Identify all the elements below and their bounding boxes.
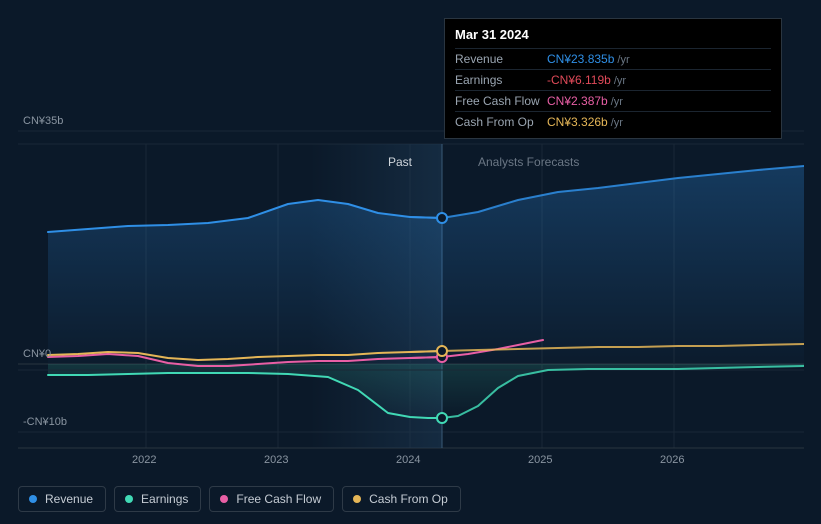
chart-legend: Revenue Earnings Free Cash Flow Cash From O… [18,486,461,512]
legend-item-revenue[interactable]: Revenue [18,486,106,512]
legend-swatch [220,495,228,503]
tooltip-label: Free Cash Flow [455,94,547,108]
tooltip-value: CN¥2.387b [547,94,608,108]
period-label-forecast: Analysts Forecasts [478,155,579,169]
tooltip-value: CN¥23.835b [547,52,614,66]
legend-label: Revenue [45,492,93,506]
tooltip-row-cash-from-op: Cash From OpCN¥3.326b/yr [455,111,771,132]
legend-item-fcf[interactable]: Free Cash Flow [209,486,334,512]
y-axis-label: CN¥0 [23,348,51,360]
legend-swatch [29,495,37,503]
tooltip-row-revenue: RevenueCN¥23.835b/yr [455,48,771,69]
tooltip-date: Mar 31 2024 [455,27,771,42]
tooltip-row-earnings: Earnings-CN¥6.119b/yr [455,69,771,90]
tooltip-row-free-cash-flow: Free Cash FlowCN¥2.387b/yr [455,90,771,111]
legend-label: Earnings [141,492,188,506]
tooltip-value: -CN¥6.119b [547,73,611,87]
x-axis-label: 2022 [132,454,156,466]
legend-swatch [125,495,133,503]
y-axis-label: -CN¥10b [23,416,67,428]
tooltip-suffix: /yr [611,96,623,108]
legend-label: Free Cash Flow [236,492,321,506]
x-axis-label: 2025 [528,454,552,466]
x-axis-label: 2023 [264,454,288,466]
legend-swatch [353,495,361,503]
legend-label: Cash From Op [369,492,448,506]
tooltip-suffix: /yr [611,117,623,129]
tooltip-suffix: /yr [614,75,626,87]
tooltip-suffix: /yr [617,54,629,66]
chart-tooltip: Mar 31 2024 RevenueCN¥23.835b/yrEarnings… [444,18,782,139]
tooltip-label: Earnings [455,73,547,87]
legend-item-earnings[interactable]: Earnings [114,486,201,512]
legend-item-cfo[interactable]: Cash From Op [342,486,461,512]
y-axis-label: CN¥35b [23,115,63,127]
x-axis-label: 2026 [660,454,684,466]
x-axis-label: 2024 [396,454,420,466]
tooltip-value: CN¥3.326b [547,115,608,129]
period-label-past: Past [388,155,412,169]
tooltip-label: Revenue [455,52,547,66]
tooltip-label: Cash From Op [455,115,547,129]
